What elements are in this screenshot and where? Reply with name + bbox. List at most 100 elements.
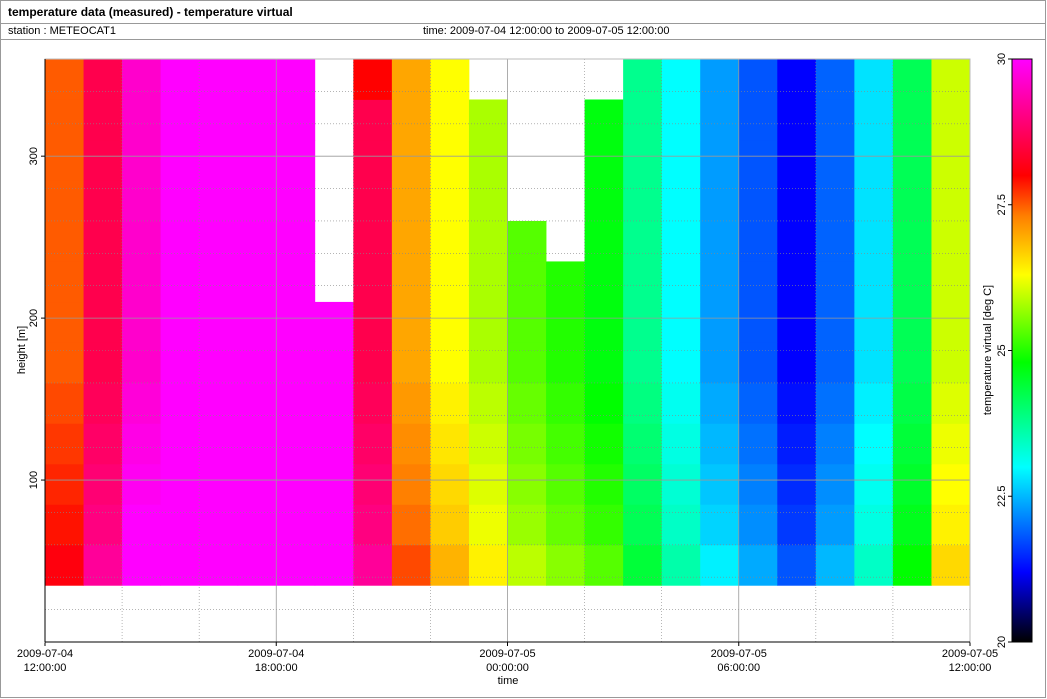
heatmap-cell	[892, 139, 932, 181]
x-axis-label: time	[498, 675, 519, 687]
heatmap-cell	[815, 423, 855, 465]
heatmap-cell	[661, 423, 701, 465]
heatmap-cell	[430, 139, 470, 181]
heatmap-cell	[623, 504, 663, 546]
heatmap-cell	[623, 463, 663, 505]
heatmap-cell	[738, 342, 778, 384]
heatmap-cell	[661, 301, 701, 343]
heatmap-cell	[854, 180, 894, 222]
heatmap-cell	[430, 342, 470, 384]
heatmap-cell	[45, 544, 84, 586]
heatmap-cell	[738, 301, 778, 343]
heatmap-cell	[700, 139, 740, 181]
x-tick-label: 2009-07-05	[942, 648, 998, 660]
heatmap-cell	[83, 382, 123, 424]
heatmap-cell	[160, 544, 200, 586]
heatmap-cell	[122, 261, 162, 303]
heatmap-cell	[623, 99, 663, 141]
heatmap-cell	[892, 99, 932, 141]
heatmap-cell	[738, 423, 778, 465]
heatmap-cell	[83, 301, 123, 343]
heatmap-cell	[83, 139, 123, 181]
heatmap-cell	[314, 463, 354, 505]
heatmap-cell	[353, 463, 393, 505]
heatmap-cell	[507, 261, 547, 303]
heatmap-cell	[430, 301, 470, 343]
heatmap-cell	[468, 463, 508, 505]
heatmap-cell	[661, 220, 701, 262]
heatmap-cell	[468, 342, 508, 384]
heatmap-cell	[931, 423, 971, 465]
x-tick-label: 2009-07-04	[248, 648, 304, 660]
heatmap-cell	[854, 423, 894, 465]
heatmap-cell	[777, 261, 817, 303]
heatmap-cell	[468, 261, 508, 303]
heatmap-cell	[160, 139, 200, 181]
heatmap-cell	[199, 220, 239, 262]
heatmap-cell	[45, 139, 84, 181]
heatmap-cell	[854, 301, 894, 343]
heatmap-cell	[931, 382, 971, 424]
heatmap-cell	[45, 504, 84, 546]
heatmap-cell	[892, 59, 932, 100]
heatmap-cell	[700, 342, 740, 384]
heatmap-cell	[276, 99, 316, 141]
heatmap-cell	[661, 139, 701, 181]
heatmap-cell	[353, 99, 393, 141]
heatmap-cell	[546, 544, 585, 586]
heatmap-cell	[353, 382, 393, 424]
heatmap-cell	[777, 463, 817, 505]
heatmap-cell	[815, 382, 855, 424]
heatmap-cell	[584, 220, 624, 262]
heatmap-cell	[430, 544, 470, 586]
heatmap-cell	[738, 544, 778, 586]
heatmap-cell	[160, 463, 200, 505]
heatmap-cell	[391, 382, 431, 424]
heatmap-cell	[700, 423, 740, 465]
heatmap-cell	[546, 423, 585, 465]
heatmap-cell	[700, 382, 740, 424]
heatmap-cell	[931, 180, 971, 222]
x-tick-label: 2009-07-05	[711, 648, 767, 660]
heatmap-cell	[276, 59, 316, 100]
heatmap-cell	[237, 99, 277, 141]
heatmap-cell	[777, 504, 817, 546]
heatmap-cell	[430, 59, 470, 100]
heatmap-cell	[815, 99, 855, 141]
heatmap-cell	[45, 59, 84, 100]
heatmap-cell	[430, 220, 470, 262]
heatmap-cell	[738, 139, 778, 181]
heatmap-cell	[430, 463, 470, 505]
heatmap-cell	[353, 423, 393, 465]
heatmap-cell	[160, 504, 200, 546]
colorbar-tick-label: 22.5	[996, 486, 1008, 507]
heatmap-cell	[353, 180, 393, 222]
heatmap-cell	[122, 59, 162, 100]
heatmap-cell	[122, 382, 162, 424]
heatmap-cell	[276, 382, 316, 424]
heatmap-cell	[661, 544, 701, 586]
heatmap-cell	[276, 463, 316, 505]
heatmap-cell	[854, 463, 894, 505]
heatmap-cell	[507, 504, 547, 546]
heatmap-cell	[430, 261, 470, 303]
heatmap-cell	[854, 382, 894, 424]
heatmap-cell	[276, 220, 316, 262]
heatmap-cell	[661, 463, 701, 505]
heatmap-cell	[45, 423, 84, 465]
heatmap-cell	[353, 342, 393, 384]
heatmap-cell	[623, 180, 663, 222]
heatmap-cell	[584, 301, 624, 343]
x-tick-label: 18:00:00	[255, 662, 298, 674]
heatmap-cell	[623, 544, 663, 586]
heatmap-cell	[122, 139, 162, 181]
heatmap-cell	[661, 59, 701, 100]
heatmap-cell	[777, 180, 817, 222]
heatmap-cell	[45, 382, 84, 424]
heatmap-cell	[160, 382, 200, 424]
heatmap-cell	[507, 301, 547, 343]
heatmap-cell	[738, 180, 778, 222]
heatmap-cell	[237, 301, 277, 343]
heatmap-cell	[777, 301, 817, 343]
